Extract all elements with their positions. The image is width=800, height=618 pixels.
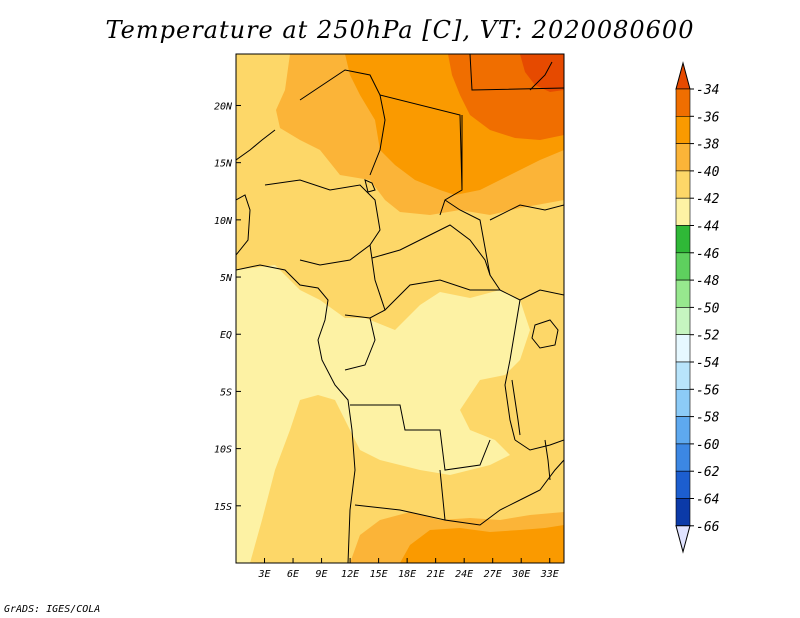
plot-frame xyxy=(235,53,565,564)
colorbar-label: -58 xyxy=(696,411,720,426)
grads-credit: GrADS: IGES/COLA xyxy=(4,604,101,615)
field-band-34 xyxy=(520,54,564,92)
colorbar-swatch xyxy=(675,498,691,527)
colorbar-label: -60 xyxy=(696,438,720,453)
lon-tick-label: 12E xyxy=(341,569,359,580)
latitude-axis: 20N 15N 10N 5N EQ 5S 10S 15S xyxy=(214,101,241,513)
lat-tick-label: 5N xyxy=(220,273,233,284)
longitude-axis: 3E 6E 9E 12E 15E 18E 21E 24E 27E 30E 33E xyxy=(257,558,559,580)
lon-tick-label: 21E xyxy=(427,569,445,580)
colorbar-label: -66 xyxy=(696,520,720,535)
colorbar-swatch xyxy=(675,225,691,254)
colorbar-label: -46 xyxy=(696,247,720,262)
border-sudan xyxy=(444,115,501,291)
lat-tick-label: 10N xyxy=(214,216,233,227)
colorbar-swatch xyxy=(675,307,691,335)
colorbar-swatch xyxy=(675,443,691,472)
colorbar-label: -54 xyxy=(696,356,719,371)
colorbar-swatch xyxy=(675,334,691,363)
lon-tick-label: 3E xyxy=(257,569,270,580)
coastline-west-africa xyxy=(236,129,356,563)
border-ethiopia xyxy=(489,204,564,221)
colorbar-label: -36 xyxy=(696,110,720,125)
colorbar-swatch xyxy=(675,388,691,417)
border-mozambique xyxy=(519,459,564,501)
colorbar-label: -48 xyxy=(696,274,720,289)
border-tanzania xyxy=(514,439,564,451)
border-namibia xyxy=(354,504,446,521)
colorbar-label: -38 xyxy=(696,138,720,153)
colorbar-label: -34 xyxy=(696,83,719,98)
temperature-field xyxy=(236,54,564,563)
colorbar-swatch xyxy=(675,116,691,144)
border-congo-drc xyxy=(344,279,521,371)
colorbar-label: -50 xyxy=(696,301,720,316)
lon-tick-label: 15E xyxy=(370,569,388,580)
lon-tick-label: 33E xyxy=(540,569,559,580)
border-south-sudan-uganda xyxy=(519,289,564,301)
colorbar-label: -52 xyxy=(696,329,720,344)
border-angola-drc xyxy=(350,404,491,471)
colorbar-label: -56 xyxy=(696,383,720,398)
lon-tick-label: 27E xyxy=(484,569,502,580)
lat-tick-label: 10S xyxy=(214,445,232,456)
colorbar-swatch xyxy=(675,416,691,445)
lake-chad xyxy=(364,179,376,193)
map-title: Temperature at 250hPa [C], VT: 202008060… xyxy=(105,16,695,44)
colorbar-label: -64 xyxy=(696,493,719,508)
border-chad-car xyxy=(371,224,491,276)
lon-tick-label: 18E xyxy=(398,569,416,580)
lat-tick-label: EQ xyxy=(220,330,232,341)
border-drc-east xyxy=(504,299,521,441)
lake-tanganyika xyxy=(511,379,521,436)
lat-tick-label: 15N xyxy=(214,159,233,170)
colorbar-bottom-arrow xyxy=(675,525,691,554)
colorbar-label: -44 xyxy=(696,220,719,235)
colorbar: -34 -36 -38 -40 -42 -44 -46 -48 -50 -52 -54 -56 -58 -… xyxy=(675,61,720,554)
lake-malawi xyxy=(544,439,551,481)
colorbar-swatch xyxy=(675,279,691,308)
colorbar-swatch xyxy=(675,170,691,199)
colorbar-label: -42 xyxy=(696,192,720,207)
border-libya-egypt xyxy=(469,54,564,91)
country-borders xyxy=(236,54,564,563)
lat-tick-label: 5S xyxy=(220,387,232,398)
lake-victoria xyxy=(531,319,559,349)
field-band-44 xyxy=(236,265,530,563)
lat-tick-label: 15S xyxy=(214,502,232,513)
lat-tick-label: 20N xyxy=(214,101,233,112)
nile-river xyxy=(529,61,553,91)
lon-tick-label: 6E xyxy=(287,569,299,580)
colorbar-swatch xyxy=(675,470,691,499)
colorbar-swatch xyxy=(675,252,691,281)
colorbar-label: -62 xyxy=(696,465,720,480)
colorbar-label: -40 xyxy=(696,165,720,180)
colorbar-swatch xyxy=(675,88,691,117)
colorbar-swatch xyxy=(675,143,691,172)
colorbar-top-arrow xyxy=(675,61,691,90)
colorbar-swatch xyxy=(675,197,691,226)
lon-tick-label: 9E xyxy=(316,569,328,580)
lon-tick-label: 24E xyxy=(455,569,473,580)
colorbar-swatch xyxy=(675,361,691,390)
border-angola-zambia xyxy=(439,469,521,526)
border-nigeria xyxy=(264,179,381,266)
field-band-38-south xyxy=(400,525,564,563)
lon-tick-label: 30E xyxy=(511,569,530,580)
